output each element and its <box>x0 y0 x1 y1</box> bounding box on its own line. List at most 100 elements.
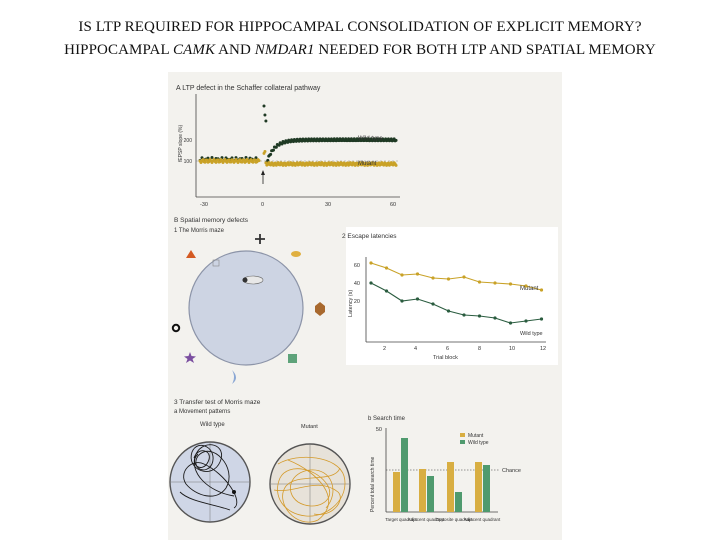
escape-wild-type-point <box>508 321 513 325</box>
maze-wild-type-label: Wild type <box>200 422 225 428</box>
latency-ylabel: Latency (s) <box>348 290 354 317</box>
ltp-xtick: 0 <box>261 202 264 208</box>
latency-xtick: 2 <box>383 346 386 352</box>
oval-cue-icon <box>291 251 301 257</box>
search-time-bar <box>483 465 490 512</box>
maze-mutant-label: Mutant <box>301 424 318 430</box>
cross-cue-icon <box>255 234 265 244</box>
hexagon-cue-icon <box>315 302 325 316</box>
ltp-mutant-point <box>372 163 376 167</box>
ltp-ylabel: fEPSP slope (%) <box>178 125 184 162</box>
ltp-wild-type-point <box>274 145 278 149</box>
ltp-wild-type-point <box>264 119 268 123</box>
ltp-mutant-point <box>394 163 398 167</box>
escape-mutant-point <box>462 275 466 279</box>
moon-cue-icon <box>232 370 236 384</box>
escape-mutant-point <box>493 281 497 285</box>
ltp-wild-type-point <box>262 104 266 108</box>
escape-legend-mutant: Mutant <box>520 286 539 292</box>
title-part-3: AND <box>215 42 255 58</box>
figure-graphic: A LTP defect in the Schaffer collateral … <box>169 85 558 525</box>
ltp-mutant-point <box>257 159 261 163</box>
escape-mutant-point <box>539 288 544 292</box>
search-time-bar <box>427 476 434 512</box>
latency-xtick: 8 <box>478 346 481 352</box>
ltp-mutant-point <box>216 158 220 162</box>
escape-mutant-point <box>446 277 451 281</box>
escape-legend-wild-type: Wild type <box>520 331 543 337</box>
escape-wild-type-point <box>462 313 466 317</box>
panel-spatial-label: B Spatial memory defects <box>174 217 249 224</box>
escape-mutant-point <box>384 266 389 270</box>
panel-transfer-test: 3 Transfer test of Morris maze a Movemen… <box>169 399 521 525</box>
escape-mutant-point <box>415 272 420 276</box>
latency-xlabel: Trial block <box>433 355 458 361</box>
movement-patterns-label: a Movement patterns <box>174 409 230 415</box>
ltp-mutant-point <box>295 161 299 165</box>
ltp-mutant-series <box>198 150 398 167</box>
search-ylabel: Percent total search time <box>370 456 376 512</box>
svg-text:200: 200 <box>184 138 193 144</box>
search-category: Adjacent quadrant <box>464 517 501 522</box>
search-time-bar <box>447 462 454 512</box>
escape-mutant-point <box>431 276 435 280</box>
escape-wild-type-point <box>524 319 528 323</box>
latency-xtick: 10 <box>509 346 515 352</box>
star-cue-icon <box>184 352 196 363</box>
panel-ltp: A LTP defect in the Schaffer collateral … <box>176 85 400 208</box>
ltp-xtick: 30 <box>325 202 331 208</box>
ltp-legend-mutant: Mutant <box>358 161 377 167</box>
search-time-bar <box>475 462 482 512</box>
search-time-bar <box>393 472 400 512</box>
escape-wild-type-point <box>384 289 389 293</box>
slide-title-line-1: IS LTP REQUIRED FOR HIPPOCAMPAL CONSOLID… <box>78 19 642 35</box>
morris-maze-label: 1 The Morris maze <box>174 228 225 234</box>
ltp-mutant-point <box>240 160 244 164</box>
escape-latencies-label: 2 Escape latencies <box>342 233 397 240</box>
escape-mutant-line <box>370 262 542 291</box>
escape-mutant-point <box>369 261 373 265</box>
escape-wild-type-point <box>446 309 451 313</box>
latency-ytick: 60 <box>354 263 360 269</box>
ltp-wild-type-point <box>263 113 267 117</box>
escape-mutant-point <box>524 284 528 288</box>
search-category: Opposite quadrant <box>435 517 473 522</box>
ltp-mutant-point <box>253 158 257 162</box>
latency-xtick: 6 <box>446 346 449 352</box>
ltp-wild-type-point <box>277 143 281 147</box>
search-chance-label: Chance <box>502 468 521 474</box>
search-category: Adjacent quadrant <box>408 517 445 522</box>
search-category: Target quadrant <box>385 517 417 522</box>
search-time-bars <box>393 438 490 512</box>
title-nmdar1: NMDAR1 <box>254 42 315 58</box>
title-camk: CAMK <box>173 42 216 58</box>
escape-wild-type-point <box>477 314 482 318</box>
search-time-bar <box>455 492 462 512</box>
escape-mutant-point <box>400 273 404 277</box>
title-part-5: NEEDED FOR BOTH LTP AND SPATIAL MEMORY <box>314 42 656 58</box>
svg-text:100: 100 <box>184 159 193 165</box>
slide-title-line-2: HIPPOCAMPAL CAMK AND NMDAR1 NEEDED FOR B… <box>0 40 720 60</box>
title-part-1: HIPPOCAMPAL <box>64 42 174 58</box>
textbook-figure: A LTP defect in the Schaffer collateral … <box>168 72 562 540</box>
ltp-wild-type-point <box>272 148 275 152</box>
search-time-bar <box>419 469 426 512</box>
escape-wild-type-line <box>370 282 542 324</box>
ltp-mutant-point <box>291 163 294 167</box>
latency-ytick: 20 <box>354 299 360 305</box>
search-legend-mutant: Mutant <box>468 433 484 439</box>
escape-wild-type-point <box>493 316 497 320</box>
escape-wild-type-point <box>539 317 544 321</box>
ltp-wild-type-point <box>394 138 398 142</box>
square-cue-icon <box>288 354 297 363</box>
transfer-test-label: 3 Transfer test of Morris maze <box>174 399 261 406</box>
ltp-mutant-point <box>331 163 335 167</box>
escape-wild-type-point <box>400 299 404 303</box>
search-time-bar <box>401 438 408 512</box>
ltp-legend-wild-type: Wild type <box>358 136 383 142</box>
ltp-wild-type-point <box>269 152 273 156</box>
morris-pool <box>188 250 304 366</box>
ltp-mutant-point <box>203 160 207 164</box>
triangle-cue-icon <box>186 250 196 258</box>
ltp-mutant-point <box>229 160 233 164</box>
